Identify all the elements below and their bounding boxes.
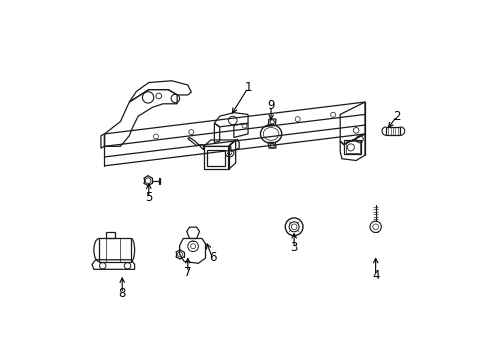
Bar — [345, 141, 359, 153]
Bar — [207, 150, 224, 166]
Text: 2: 2 — [392, 110, 400, 123]
Bar — [203, 146, 228, 169]
Text: 1: 1 — [244, 81, 251, 94]
Text: 8: 8 — [118, 287, 125, 300]
Bar — [386, 127, 400, 135]
Text: 5: 5 — [145, 191, 152, 204]
Text: 4: 4 — [371, 269, 379, 282]
Bar — [344, 140, 361, 154]
Bar — [99, 238, 131, 261]
Text: 6: 6 — [208, 252, 216, 265]
Text: 9: 9 — [267, 99, 274, 112]
Text: 7: 7 — [183, 266, 191, 279]
Text: 3: 3 — [290, 241, 297, 254]
